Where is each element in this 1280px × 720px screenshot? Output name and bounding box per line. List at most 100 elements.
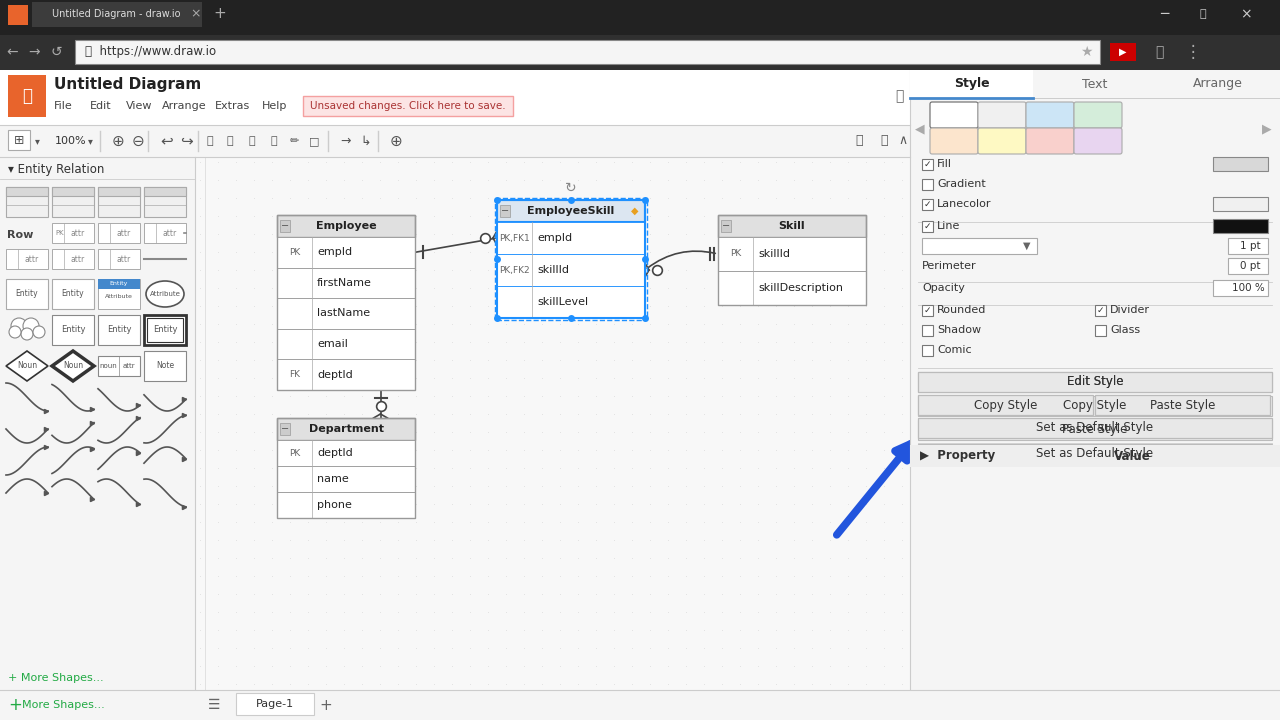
Bar xyxy=(922,325,933,336)
Bar xyxy=(721,220,731,232)
Text: ↩: ↩ xyxy=(160,133,173,148)
Bar xyxy=(276,492,415,518)
Text: Noun: Noun xyxy=(17,361,37,371)
Text: Divider: Divider xyxy=(1110,305,1149,315)
FancyBboxPatch shape xyxy=(1027,102,1074,128)
Text: Entity: Entity xyxy=(60,325,86,335)
Text: ◆: ◆ xyxy=(631,206,639,216)
Text: ⧠: ⧠ xyxy=(1201,9,1207,19)
Bar xyxy=(8,75,46,117)
Text: ⊖: ⊖ xyxy=(132,133,145,148)
Text: ◀: ◀ xyxy=(915,122,924,135)
Bar xyxy=(497,200,645,222)
Bar xyxy=(99,223,140,243)
Text: Entity: Entity xyxy=(61,289,84,299)
Text: skillId: skillId xyxy=(538,265,570,275)
Text: ⊕: ⊕ xyxy=(113,133,124,148)
Text: ✓: ✓ xyxy=(924,200,932,209)
Bar xyxy=(922,179,933,190)
Bar xyxy=(276,215,415,237)
Bar xyxy=(922,221,933,232)
Text: Value: Value xyxy=(1114,449,1151,462)
Bar xyxy=(99,187,140,217)
Text: ↪: ↪ xyxy=(180,133,193,148)
Bar xyxy=(910,70,1280,125)
Circle shape xyxy=(12,318,27,334)
Text: PK: PK xyxy=(730,250,741,258)
Bar xyxy=(143,315,186,345)
Bar xyxy=(143,351,186,381)
Bar xyxy=(1110,43,1137,61)
Text: ▾: ▾ xyxy=(35,136,40,146)
Text: Glass: Glass xyxy=(1110,325,1140,335)
Text: Extras: Extras xyxy=(215,101,250,111)
Bar xyxy=(1228,238,1268,254)
Text: Set as Default Style: Set as Default Style xyxy=(1037,448,1153,461)
Text: 100 %: 100 % xyxy=(1231,283,1265,293)
Text: ▾: ▾ xyxy=(88,136,93,146)
Bar xyxy=(143,223,186,243)
Text: Untitled Diagram - draw.io: Untitled Diagram - draw.io xyxy=(52,9,180,19)
Bar xyxy=(276,237,415,268)
Ellipse shape xyxy=(146,281,184,307)
Text: 100%: 100% xyxy=(55,136,87,146)
Text: Attribute: Attribute xyxy=(150,291,180,297)
Text: ▾ Entity Relation: ▾ Entity Relation xyxy=(8,163,105,176)
Text: Entity: Entity xyxy=(15,289,38,299)
Text: −: − xyxy=(722,221,730,231)
Text: Skill: Skill xyxy=(778,221,805,231)
Bar xyxy=(143,187,186,196)
Text: View: View xyxy=(125,101,152,111)
Text: Paste Style: Paste Style xyxy=(1149,398,1215,412)
Text: Perimeter: Perimeter xyxy=(922,261,977,271)
Text: ─: ─ xyxy=(1160,7,1169,21)
Bar xyxy=(918,395,1093,415)
FancyBboxPatch shape xyxy=(1074,102,1123,128)
Circle shape xyxy=(9,326,20,338)
Circle shape xyxy=(23,318,38,334)
Text: ▼: ▼ xyxy=(1023,241,1030,251)
Text: ⊕: ⊕ xyxy=(390,133,403,148)
Text: Fill: Fill xyxy=(937,159,952,169)
Bar xyxy=(276,329,415,359)
Text: PK: PK xyxy=(289,449,300,457)
Bar xyxy=(718,271,867,305)
Text: attr: attr xyxy=(70,228,86,238)
Bar xyxy=(0,35,1280,70)
Text: attr: attr xyxy=(70,254,86,264)
Bar xyxy=(52,187,93,196)
Bar xyxy=(1213,219,1268,233)
Circle shape xyxy=(20,328,33,340)
Text: lastName: lastName xyxy=(317,308,370,318)
Bar xyxy=(918,372,1272,392)
Text: Help: Help xyxy=(261,101,287,111)
Bar xyxy=(32,2,202,27)
Bar xyxy=(0,0,1280,35)
Text: attr: attr xyxy=(123,363,136,369)
Text: PK: PK xyxy=(56,230,64,236)
Bar xyxy=(276,440,415,466)
Bar xyxy=(276,418,415,518)
Text: Gradient: Gradient xyxy=(937,179,986,189)
Text: Copy Style: Copy Style xyxy=(1064,400,1126,413)
Bar xyxy=(500,205,509,217)
Bar xyxy=(52,223,93,243)
Bar xyxy=(280,220,291,232)
Bar xyxy=(6,187,49,217)
Text: Entity: Entity xyxy=(106,325,132,335)
Bar xyxy=(1228,258,1268,274)
Text: Entity: Entity xyxy=(152,325,177,335)
Text: ⧉: ⧉ xyxy=(227,136,233,146)
Bar xyxy=(52,315,93,345)
Bar xyxy=(8,130,29,150)
Text: noun: noun xyxy=(99,363,116,369)
Text: Noun: Noun xyxy=(63,361,83,371)
Text: skillLevel: skillLevel xyxy=(538,297,588,307)
Text: EmployeeSkill: EmployeeSkill xyxy=(527,206,614,216)
Text: deptId: deptId xyxy=(317,448,353,458)
Text: Entity: Entity xyxy=(110,282,128,287)
Text: PK,FK2: PK,FK2 xyxy=(499,266,530,274)
Text: name: name xyxy=(317,474,348,484)
Text: PK,FK1: PK,FK1 xyxy=(499,233,530,243)
Text: +: + xyxy=(214,6,227,22)
